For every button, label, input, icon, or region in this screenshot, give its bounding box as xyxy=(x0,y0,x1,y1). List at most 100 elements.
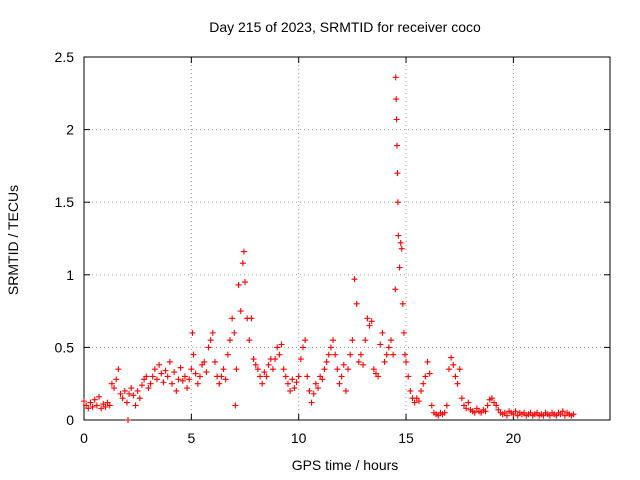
data-point xyxy=(471,409,478,416)
data-point xyxy=(338,373,345,380)
data-point xyxy=(201,358,208,365)
data-point xyxy=(222,376,229,383)
data-point xyxy=(362,337,369,344)
data-point xyxy=(291,385,298,392)
data-point xyxy=(166,358,173,365)
x-tick-label: 0 xyxy=(80,430,88,446)
data-point xyxy=(81,398,87,405)
data-point xyxy=(293,379,300,386)
data-point xyxy=(396,264,403,271)
data-point xyxy=(240,248,247,255)
data-point xyxy=(355,358,362,365)
data-point xyxy=(232,402,239,409)
data-point xyxy=(175,376,182,383)
data-point xyxy=(164,373,171,380)
data-point xyxy=(428,402,435,409)
y-tick-label: 0.5 xyxy=(55,339,75,355)
data-point xyxy=(181,373,188,380)
data-point xyxy=(393,116,400,123)
data-point xyxy=(443,402,450,409)
data-point xyxy=(351,276,358,283)
y-tick-labels: 0 0.5 1 1.5 2 2.5 xyxy=(55,49,75,428)
data-point xyxy=(190,351,197,358)
data-point xyxy=(269,366,276,373)
data-point xyxy=(151,366,158,373)
data-point xyxy=(325,351,332,358)
data-point xyxy=(224,351,231,358)
data-point xyxy=(246,337,253,344)
data-point xyxy=(559,408,566,415)
data-point xyxy=(349,337,356,344)
data-point xyxy=(411,399,418,406)
data-point xyxy=(233,366,240,373)
data-point xyxy=(162,367,169,374)
data-point xyxy=(463,405,470,412)
data-point xyxy=(192,370,199,377)
data-point xyxy=(102,403,109,410)
data-point xyxy=(93,402,100,409)
data-point xyxy=(254,366,261,373)
data-point xyxy=(226,337,233,344)
data-point xyxy=(366,322,373,329)
data-point xyxy=(493,402,500,409)
data-point xyxy=(119,395,126,402)
data-point xyxy=(160,379,167,386)
data-point xyxy=(276,351,283,358)
data-point xyxy=(272,356,279,363)
data-point xyxy=(488,395,495,402)
data-point xyxy=(229,315,236,322)
data-point xyxy=(218,373,225,380)
x-axis-label: GPS time / hours xyxy=(292,457,399,473)
data-point xyxy=(261,369,268,376)
data-point xyxy=(304,373,311,380)
data-point xyxy=(242,279,249,286)
data-point xyxy=(136,395,143,402)
data-point xyxy=(407,387,414,394)
data-point xyxy=(153,376,160,383)
axis-ticks xyxy=(83,56,610,421)
data-point xyxy=(138,382,145,389)
data-point xyxy=(113,376,120,383)
data-point xyxy=(401,351,408,358)
data-point xyxy=(156,361,163,368)
data-point xyxy=(399,300,406,307)
data-point xyxy=(132,402,139,409)
data-point xyxy=(89,403,96,410)
data-point xyxy=(216,380,223,387)
data-point xyxy=(397,239,404,246)
data-point xyxy=(98,405,105,412)
data-point xyxy=(503,412,510,419)
data-point xyxy=(96,393,103,400)
x-tick-label: 5 xyxy=(187,430,195,446)
data-point xyxy=(392,74,399,81)
y-tick-label: 2 xyxy=(66,122,74,138)
data-point xyxy=(130,392,137,399)
data-point xyxy=(310,390,317,397)
data-point xyxy=(149,373,156,380)
data-point xyxy=(297,356,304,363)
data-point xyxy=(370,366,377,373)
data-point xyxy=(424,358,431,365)
data-point xyxy=(196,373,203,380)
data-point xyxy=(259,380,266,387)
data-point xyxy=(330,337,337,344)
data-point xyxy=(394,199,401,206)
data-point xyxy=(87,399,94,406)
data-point xyxy=(418,387,425,394)
x-tick-labels: 0 5 10 15 20 xyxy=(80,430,521,446)
data-point xyxy=(368,318,375,325)
data-point xyxy=(158,370,165,377)
data-point xyxy=(377,341,384,348)
plot-frame xyxy=(83,56,611,421)
y-tick-label: 1 xyxy=(66,267,74,283)
data-point xyxy=(239,260,246,267)
data-point xyxy=(334,366,341,373)
data-point xyxy=(315,385,322,392)
data-point xyxy=(205,344,212,351)
data-point xyxy=(111,385,118,392)
data-point xyxy=(415,398,422,405)
data-point xyxy=(312,380,319,387)
data-point xyxy=(375,373,382,380)
data-point xyxy=(248,315,255,322)
